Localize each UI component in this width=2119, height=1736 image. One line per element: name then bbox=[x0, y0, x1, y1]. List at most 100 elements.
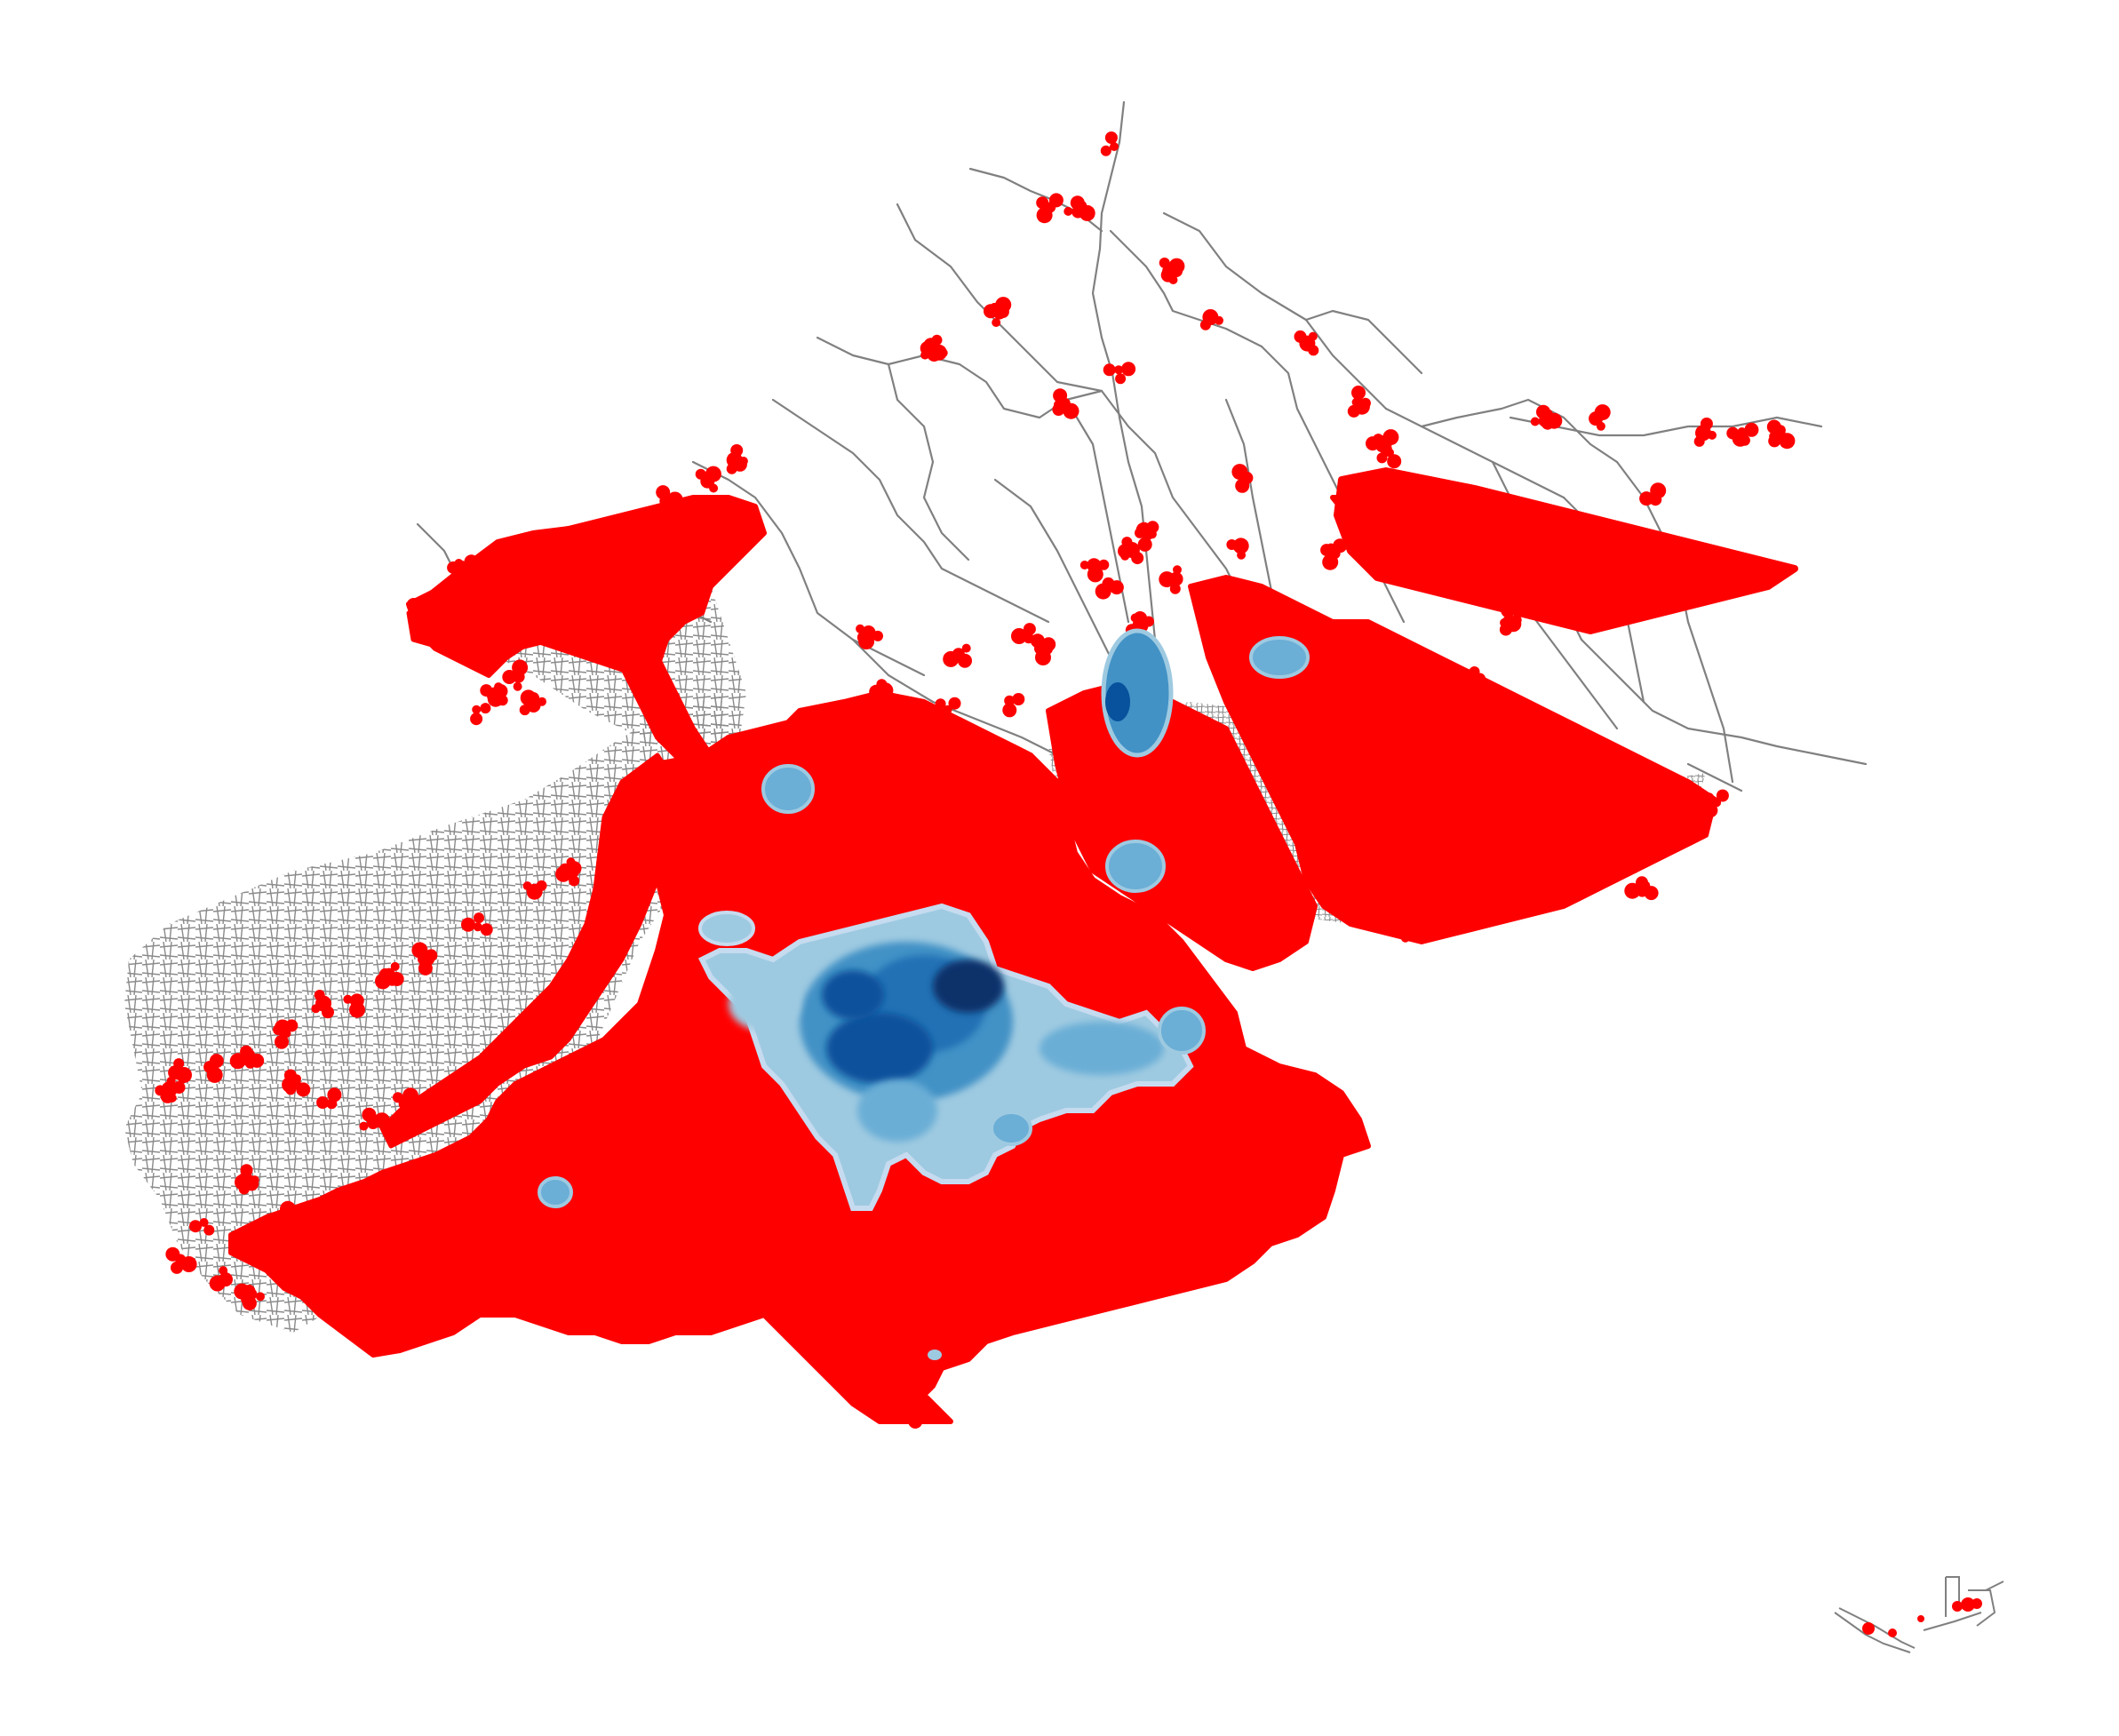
coverage-dot bbox=[1311, 813, 1328, 830]
coverage-dot bbox=[1639, 491, 1654, 506]
coverage-dot bbox=[1308, 331, 1318, 341]
coverage-dot bbox=[1641, 811, 1652, 823]
coverage-dot bbox=[1700, 418, 1713, 430]
road-north-9 bbox=[887, 362, 970, 561]
coverage-dot bbox=[343, 994, 353, 1004]
coverage-dot bbox=[229, 1053, 246, 1070]
road-north-16 bbox=[851, 638, 1059, 757]
coverage-dot bbox=[856, 631, 870, 644]
coverage-dot bbox=[730, 444, 744, 457]
coverage-dot bbox=[1693, 435, 1705, 447]
density-patch-southwest bbox=[538, 1176, 573, 1208]
coverage-dot bbox=[992, 318, 1001, 327]
coverage-dot bbox=[1546, 567, 1559, 580]
coverage-dot bbox=[1500, 617, 1510, 627]
coverage-dot bbox=[943, 705, 952, 714]
coverage-dot bbox=[1133, 611, 1148, 625]
coverage-dot bbox=[1118, 544, 1132, 559]
coverage-dot bbox=[1375, 778, 1387, 790]
coverage-dot bbox=[1769, 432, 1779, 441]
density-patch-northwest bbox=[761, 764, 815, 814]
coverage-dot bbox=[512, 659, 529, 676]
coverage-dot bbox=[1232, 538, 1249, 554]
coverage-dot bbox=[1496, 888, 1513, 904]
coverage-dot bbox=[296, 1082, 311, 1097]
coverage-dot bbox=[1215, 315, 1223, 325]
coverage-dot bbox=[879, 697, 892, 710]
coverage-dot bbox=[283, 1223, 293, 1233]
coverage-dot bbox=[171, 1261, 183, 1274]
coverage-dot bbox=[1509, 896, 1522, 910]
density-core-3 bbox=[826, 1013, 933, 1084]
coverage-dot bbox=[513, 681, 522, 691]
coverage-dot bbox=[531, 587, 540, 597]
coverage-dot bbox=[1110, 142, 1119, 151]
coverage-dot bbox=[1054, 400, 1063, 410]
road-north-4 bbox=[1109, 229, 1263, 348]
coverage-dot bbox=[1641, 880, 1651, 890]
coverage-dot bbox=[1669, 808, 1679, 817]
coverage-dot bbox=[1100, 145, 1111, 156]
coverage-dot bbox=[878, 1398, 888, 1406]
coverage-dot bbox=[1703, 803, 1718, 818]
coverage-dot bbox=[470, 713, 483, 726]
coverage-dot bbox=[1095, 583, 1111, 600]
coverage-dot bbox=[392, 1092, 403, 1103]
coverage-dot bbox=[209, 1054, 224, 1069]
coverage-dot bbox=[961, 643, 971, 653]
coverage-dot bbox=[275, 1019, 291, 1036]
coverage-dot bbox=[243, 1285, 256, 1297]
coverage-dot bbox=[709, 483, 719, 493]
coverage-dot bbox=[275, 1034, 289, 1049]
coverage-dot bbox=[1505, 616, 1522, 633]
coverage-dot bbox=[1530, 417, 1540, 426]
coverage-dot bbox=[1063, 206, 1073, 216]
coverage-dot bbox=[189, 1220, 202, 1233]
density-patch-north-core bbox=[1105, 682, 1130, 721]
coverage-dot bbox=[1558, 850, 1570, 862]
coverage-dot bbox=[474, 912, 484, 924]
coverage-dot bbox=[461, 917, 475, 932]
coverage-dot bbox=[864, 1374, 881, 1391]
coverage-dot bbox=[877, 682, 894, 699]
coverage-dot bbox=[931, 334, 943, 346]
coverage-dot bbox=[1302, 820, 1315, 833]
coverage-dot bbox=[176, 1067, 192, 1083]
coverage-dot bbox=[1744, 422, 1759, 437]
coverage-dot bbox=[1023, 623, 1036, 636]
coverage-dot bbox=[1408, 911, 1418, 920]
coverage-dot bbox=[519, 705, 530, 716]
coverage-dot bbox=[1387, 454, 1402, 469]
density-patch-east bbox=[1105, 840, 1166, 893]
coverage-dot bbox=[620, 791, 637, 808]
coverage-dot bbox=[1333, 538, 1348, 553]
coverage-dot bbox=[1041, 643, 1053, 655]
coverage-dot bbox=[453, 563, 470, 580]
road-north-3 bbox=[896, 203, 1103, 393]
density-patch-southeast bbox=[1158, 1007, 1206, 1055]
coverage-dot bbox=[292, 1074, 301, 1084]
coverage-dot bbox=[1114, 365, 1124, 375]
coverage-dot bbox=[459, 1287, 476, 1304]
coverage-dot bbox=[1104, 131, 1118, 144]
coverage-dot bbox=[1594, 404, 1611, 421]
road-north-13 bbox=[1304, 309, 1423, 375]
coverage-dot bbox=[852, 1381, 867, 1396]
coverage-dot bbox=[1226, 539, 1238, 550]
coverage-dot bbox=[1547, 848, 1564, 864]
coverage-west-band bbox=[379, 753, 678, 1149]
road-north-7 bbox=[771, 398, 1050, 624]
coverage-dot bbox=[1501, 907, 1516, 922]
coverage-dot bbox=[899, 1396, 915, 1413]
road-north-10 bbox=[1100, 389, 1246, 606]
coverage-dot bbox=[311, 1004, 321, 1014]
coverage-dot bbox=[732, 457, 747, 472]
coverage-dot bbox=[199, 1218, 209, 1227]
coverage-dot bbox=[1098, 559, 1110, 570]
coverage-dot bbox=[1326, 543, 1335, 553]
road-north-12 bbox=[1384, 407, 1565, 499]
enclave-coverage bbox=[1862, 1597, 1982, 1637]
coverage-dot bbox=[1231, 464, 1248, 481]
coverage-dot bbox=[406, 598, 421, 612]
coverage-dot bbox=[317, 1240, 332, 1255]
